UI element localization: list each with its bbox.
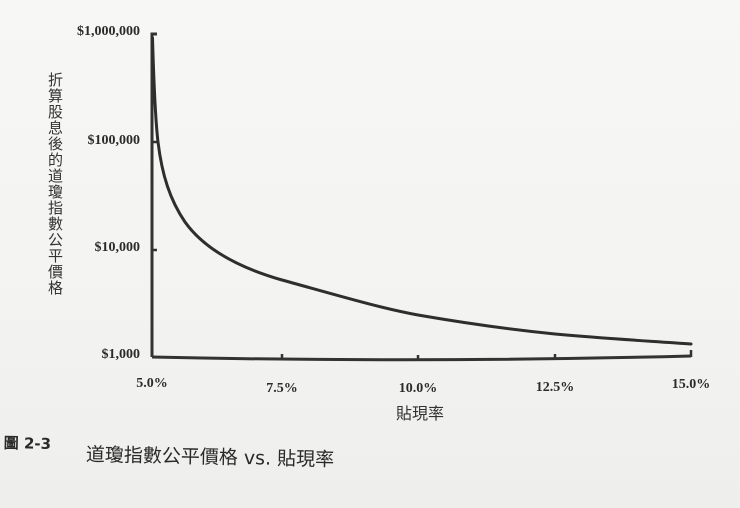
y-tick-label: $10,000 bbox=[94, 240, 141, 255]
x-axis bbox=[151, 350, 693, 362]
data-line bbox=[151, 36, 693, 346]
x-tick-label: 10.0% bbox=[398, 381, 438, 396]
y-tick-label: $1,000 bbox=[101, 347, 141, 362]
x-tick-label: 15.0% bbox=[671, 377, 711, 392]
figure-number: 圖 2-3 bbox=[3, 433, 52, 453]
x-axis-title: 貼現率 bbox=[395, 404, 444, 423]
y-axis-title: 折算股息後的道瓊指數公平價格 bbox=[46, 72, 64, 296]
figure-caption: 圖 2-3 道瓊指數公平價格 vs. 貼現率 bbox=[3, 430, 335, 472]
x-tick-label: 5.0% bbox=[136, 376, 168, 391]
x-tick-label: 12.5% bbox=[535, 380, 575, 395]
y-tick-label: $1,000,000 bbox=[77, 24, 140, 39]
y-tick-label: $100,000 bbox=[87, 133, 141, 148]
figure-title: 道瓊指數公平價格 vs. 貼現率 bbox=[85, 443, 335, 471]
x-tick-label: 7.5% bbox=[266, 381, 298, 396]
